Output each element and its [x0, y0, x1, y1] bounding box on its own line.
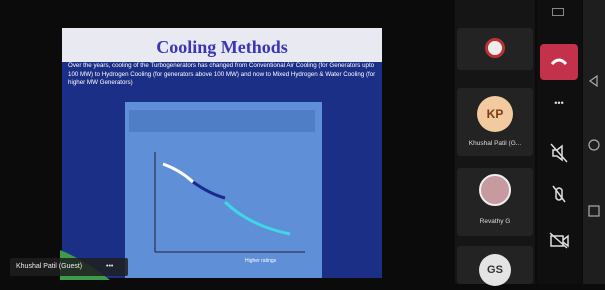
more-button[interactable]: •••: [537, 98, 581, 108]
curve: [163, 164, 193, 182]
avatar: GS: [479, 254, 511, 286]
participant-name: Khushal Patil (G...: [457, 140, 533, 147]
call-screen: Cooling Methods Over the years, cooling …: [0, 0, 605, 284]
nav-icons: [583, 0, 605, 284]
chart-axis-label: Higher ratings: [245, 258, 276, 264]
avatar: KP: [477, 96, 513, 132]
slide-text: Over the years, cooling of the Turbogene…: [68, 62, 378, 98]
status-icon: [552, 8, 564, 16]
speaker-menu[interactable]: •••: [106, 258, 113, 276]
curve: [225, 202, 290, 234]
logo: [485, 38, 505, 58]
system-nav: [583, 0, 605, 284]
mic-icon[interactable]: [553, 186, 565, 202]
participant-name: Revathy G: [457, 218, 533, 225]
slide-chart: Higher ratings: [125, 102, 322, 278]
participants: KP Khushal Patil (G... Revathy G GS: [455, 0, 535, 284]
control-icons: [537, 140, 581, 290]
slide-title: Cooling Methods: [62, 28, 382, 62]
recents-button[interactable]: [589, 206, 599, 216]
tile[interactable]: GS: [457, 246, 533, 284]
speaker-icon[interactable]: [551, 144, 567, 162]
shared-slide: Cooling Methods Over the years, cooling …: [62, 28, 382, 278]
curve: [193, 182, 225, 198]
tile: [457, 28, 533, 70]
avatar: [479, 174, 511, 206]
back-button[interactable]: [590, 76, 597, 86]
chart-header: [129, 110, 315, 132]
tile[interactable]: KP Khushal Patil (G...: [457, 88, 533, 156]
chart-graphic: [125, 102, 322, 278]
speaker-name: Khushal Patil (Guest): [16, 263, 82, 270]
icon: [540, 44, 578, 80]
controls: •••: [537, 0, 582, 284]
home-button[interactable]: [589, 140, 599, 150]
video-icon[interactable]: [550, 233, 568, 248]
tile[interactable]: Revathy G: [457, 168, 533, 236]
speaker-label: Khushal Patil (Guest) •••: [10, 258, 128, 276]
hang-up-button[interactable]: [540, 44, 578, 80]
